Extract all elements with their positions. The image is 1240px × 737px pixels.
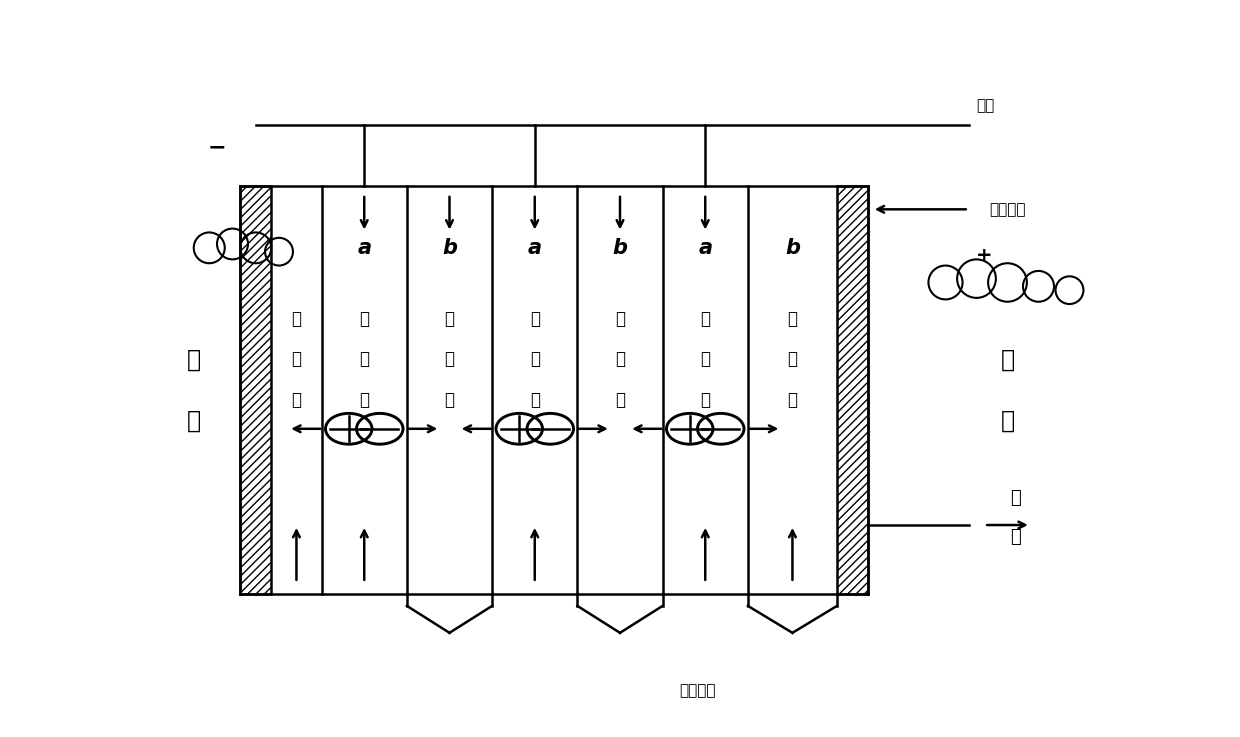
Text: 极: 极 — [787, 351, 797, 368]
Text: 浓: 浓 — [444, 310, 455, 329]
Text: 室: 室 — [360, 391, 370, 408]
Text: 矿浆: 矿浆 — [977, 98, 994, 113]
Text: 浆: 浆 — [360, 351, 370, 368]
Text: 阴: 阴 — [291, 310, 301, 329]
Text: b: b — [441, 238, 458, 258]
Text: 室: 室 — [529, 391, 539, 408]
Text: 阴: 阴 — [187, 347, 201, 371]
Text: 含铀溶液: 含铀溶液 — [680, 683, 715, 698]
Text: 室: 室 — [701, 391, 711, 408]
Text: 浆: 浆 — [701, 351, 711, 368]
Text: 室: 室 — [291, 391, 301, 408]
Bar — [837, 186, 868, 594]
Text: 室: 室 — [615, 391, 625, 408]
Text: 含铀溶液: 含铀溶液 — [990, 202, 1025, 217]
Text: 矿: 矿 — [701, 310, 711, 329]
Text: b: b — [613, 238, 627, 258]
Text: 浆: 浆 — [529, 351, 539, 368]
Text: +: + — [976, 246, 992, 265]
Text: 阳: 阳 — [787, 310, 797, 329]
Text: 缩: 缩 — [615, 351, 625, 368]
Text: 极: 极 — [187, 409, 201, 433]
Text: 矿: 矿 — [360, 310, 370, 329]
Text: 阳: 阳 — [1001, 347, 1014, 371]
Text: 缩: 缩 — [444, 351, 455, 368]
Text: 极: 极 — [1001, 409, 1014, 433]
Text: a: a — [528, 238, 542, 258]
Text: 浓: 浓 — [1009, 489, 1021, 507]
Text: 室: 室 — [787, 391, 797, 408]
Text: 室: 室 — [444, 391, 455, 408]
Text: 极: 极 — [291, 351, 301, 368]
Text: 水: 水 — [1009, 528, 1021, 545]
Text: −: − — [207, 138, 227, 158]
Text: 浓: 浓 — [615, 310, 625, 329]
Text: a: a — [698, 238, 712, 258]
Text: b: b — [785, 238, 800, 258]
Bar — [241, 186, 272, 594]
Text: a: a — [357, 238, 371, 258]
Text: 矿: 矿 — [529, 310, 539, 329]
